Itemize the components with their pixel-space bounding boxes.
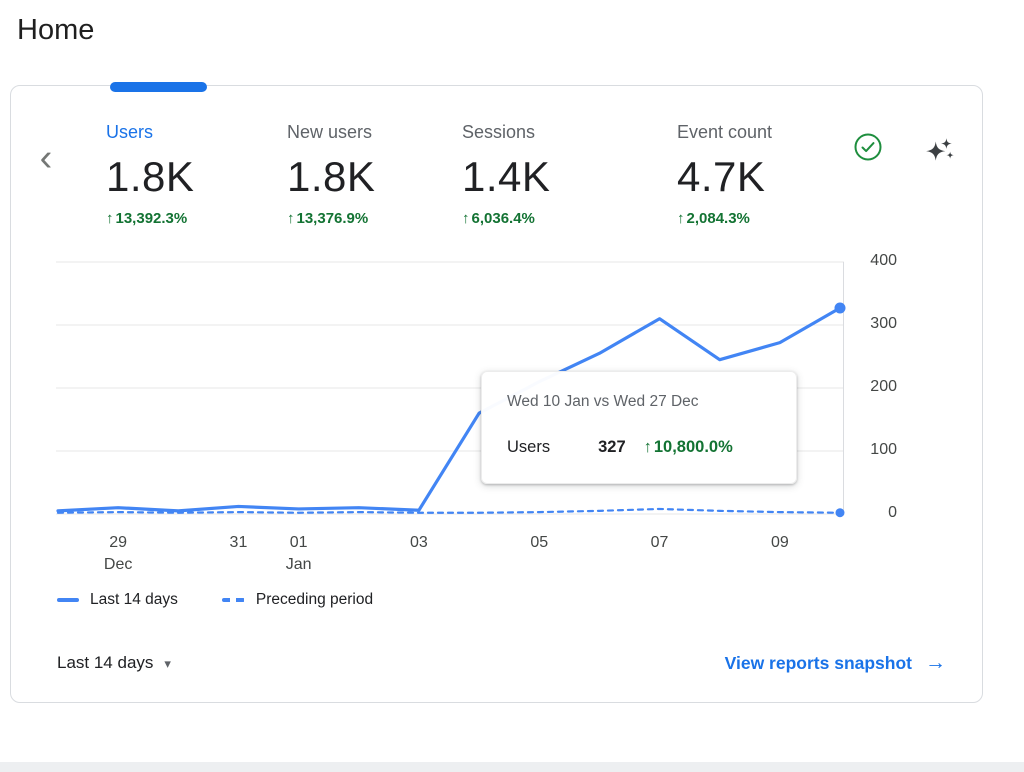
y-axis-label: 100 bbox=[870, 441, 897, 458]
metric-tab-users[interactable]: Users 1.8K ↑ 13,392.3% bbox=[106, 122, 287, 227]
up-arrow-icon: ↑ bbox=[643, 438, 652, 456]
tooltip-row: Users 327 ↑ 10,800.0% bbox=[507, 438, 776, 457]
metric-delta-value: 13,392.3% bbox=[115, 210, 188, 227]
line-chart[interactable]: 0 100 200 300 400 29 Dec 31 01 Jan 03 05 07 09 Wed 1… bbox=[56, 251, 897, 573]
date-range-label: Last 14 days bbox=[57, 653, 154, 672]
metric-label: New users bbox=[287, 122, 373, 142]
metric-label: Users bbox=[106, 122, 154, 142]
view-reports-snapshot-link[interactable]: View reports snapshot → bbox=[725, 651, 946, 675]
chart-tooltip: Wed 10 Jan vs Wed 27 Dec Users 327 ↑ 10,8… bbox=[481, 371, 797, 484]
legend-item-current: Last 14 days bbox=[57, 591, 178, 609]
x-axis-label: 29 Dec bbox=[103, 534, 133, 573]
hover-point bbox=[834, 302, 846, 314]
y-axis-label: 200 bbox=[870, 378, 897, 395]
card-footer: Last 14 days ▾ View reports snapshot → bbox=[57, 651, 946, 675]
y-axis-label: 300 bbox=[870, 315, 897, 332]
metric-delta: ↑ 2,084.3% bbox=[677, 210, 772, 227]
chart-canvas[interactable] bbox=[56, 251, 846, 523]
tooltip-metric-label: Users bbox=[507, 438, 551, 456]
metric-delta: ↑ 13,392.3% bbox=[106, 210, 287, 227]
hover-point bbox=[835, 508, 845, 518]
series-preceding-period bbox=[56, 507, 842, 514]
dashed-line-icon bbox=[221, 598, 245, 602]
link-label: View reports snapshot bbox=[724, 652, 912, 673]
metric-delta-value: 6,036.4% bbox=[471, 210, 535, 227]
y-axis-label: 400 bbox=[870, 252, 897, 269]
metric-delta-value: 2,084.3% bbox=[686, 210, 750, 227]
tooltip-delta: ↑ 10,800.0% bbox=[644, 438, 733, 457]
metric-tab-sessions[interactable]: Sessions 1.4K ↑ 6,036.4% bbox=[462, 122, 677, 227]
y-axis: 0 100 200 300 400 bbox=[851, 251, 897, 523]
metric-tab-new-users[interactable]: New users 1.8K ↑ 13,376.9% bbox=[287, 122, 462, 227]
x-axis-label: 01 Jan bbox=[285, 534, 312, 573]
check-circle-icon bbox=[854, 133, 882, 161]
date-range-selector[interactable]: Last 14 days ▾ bbox=[57, 653, 171, 673]
dropdown-caret-icon: ▾ bbox=[164, 656, 171, 671]
metric-delta-value: 13,376.9% bbox=[296, 210, 369, 227]
x-axis-label: 07 bbox=[650, 534, 669, 551]
up-arrow-icon: ↑ bbox=[287, 210, 295, 227]
previous-metrics-button[interactable]: ‹ bbox=[31, 138, 61, 178]
solid-line-icon bbox=[57, 598, 79, 602]
metric-value: 1.4K bbox=[462, 153, 551, 200]
x-axis-label: 31 bbox=[229, 534, 248, 551]
chevron-left-icon: ‹ bbox=[39, 137, 53, 179]
x-axis-label: 05 bbox=[530, 534, 549, 551]
metric-value: 1.8K bbox=[106, 153, 195, 200]
x-axis-label: 09 bbox=[770, 534, 789, 551]
y-axis-label: 0 bbox=[888, 504, 897, 521]
metric-label: Event count bbox=[677, 122, 773, 142]
active-tab-indicator bbox=[110, 82, 207, 92]
data-quality-button[interactable] bbox=[853, 132, 883, 167]
right-arrow-icon: → bbox=[925, 651, 946, 674]
up-arrow-icon: ↑ bbox=[677, 210, 685, 227]
home-overview-card: ‹ Users 1.8K ↑ 13,392.3% New users 1.8K ↑… bbox=[10, 82, 983, 703]
page-title: Home bbox=[17, 14, 95, 46]
up-arrow-icon: ↑ bbox=[462, 210, 470, 227]
metric-value: 4.7K bbox=[677, 153, 766, 200]
legend-label: Last 14 days bbox=[90, 591, 178, 608]
legend-item-preceding: Preceding period bbox=[221, 591, 374, 609]
metric-tab-event-count[interactable]: Event count 4.7K ↑ 2,084.3% bbox=[677, 122, 772, 227]
up-arrow-icon: ↑ bbox=[106, 210, 114, 227]
tooltip-title: Wed 10 Jan vs Wed 27 Dec bbox=[507, 393, 699, 410]
tooltip-metric-value: 327 bbox=[598, 438, 626, 456]
metrics-row: Users 1.8K ↑ 13,392.3% New users 1.8K ↑ 13… bbox=[11, 86, 982, 227]
chart-legend: Last 14 days Preceding period bbox=[57, 591, 373, 609]
series-last-14-days bbox=[56, 306, 842, 513]
insights-button[interactable] bbox=[924, 134, 956, 171]
metric-delta: ↑ 13,376.9% bbox=[287, 210, 462, 227]
x-axis-label: 03 bbox=[410, 534, 428, 551]
sparkle-icon bbox=[926, 138, 954, 161]
bottom-strip bbox=[0, 762, 1024, 772]
metric-delta: ↑ 6,036.4% bbox=[462, 210, 677, 227]
metric-value: 1.8K bbox=[287, 153, 376, 200]
legend-label: Preceding period bbox=[255, 591, 374, 608]
tooltip-delta-value: 10,800.0% bbox=[653, 438, 733, 456]
metric-label: Sessions bbox=[462, 122, 536, 142]
